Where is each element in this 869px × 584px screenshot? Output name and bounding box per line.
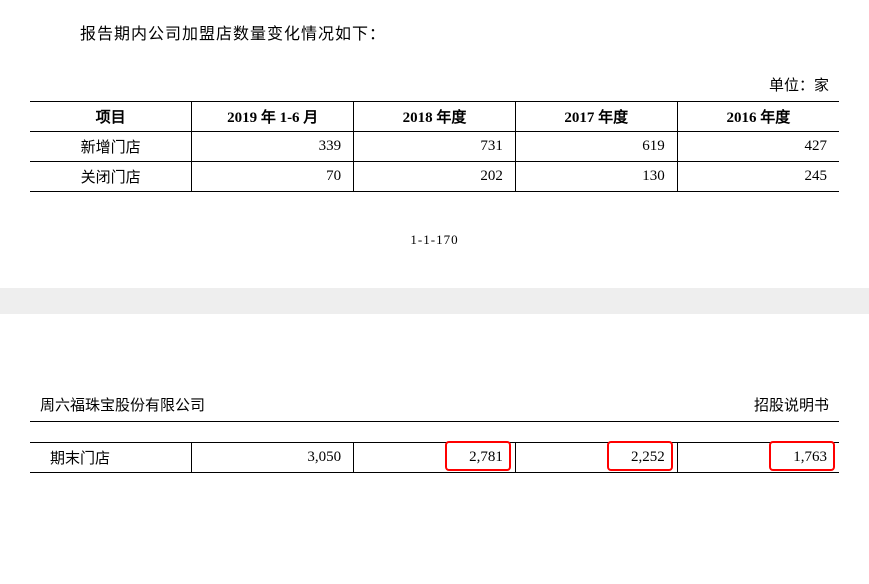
row-label: 关闭门店 <box>30 162 192 192</box>
cell-value: 1,763 <box>677 443 839 473</box>
doc-header: 周六福珠宝股份有限公司 招股说明书 <box>30 394 839 422</box>
table-row: 关闭门店70202130245 <box>30 162 839 192</box>
col-header-period: 2018 年度 <box>354 102 516 132</box>
highlight-box <box>607 441 673 471</box>
cell-value: 3,050 <box>192 443 354 473</box>
cell-value: 731 <box>354 132 516 162</box>
company-name: 周六福珠宝股份有限公司 <box>40 394 205 415</box>
row-label: 期末门店 <box>30 443 192 473</box>
cell-value: 427 <box>677 132 839 162</box>
intro-text: 报告期内公司加盟店数量变化情况如下： <box>80 20 839 44</box>
col-header-period: 2019 年 1-6 月 <box>192 102 354 132</box>
highlight-box <box>769 441 835 471</box>
cell-value: 202 <box>354 162 516 192</box>
cell-value: 245 <box>677 162 839 192</box>
page-number: 1-1-170 <box>30 232 839 248</box>
table-row: 新增门店339731619427 <box>30 132 839 162</box>
col-header-period: 2017 年度 <box>515 102 677 132</box>
col-header-item: 项目 <box>30 102 192 132</box>
period-end-stores-table: 期末门店3,0502,7812,2521,763 <box>30 442 839 473</box>
col-header-period: 2016 年度 <box>677 102 839 132</box>
cell-value: 2,252 <box>515 443 677 473</box>
unit-label: 单位：家 <box>30 74 829 95</box>
cell-value: 130 <box>515 162 677 192</box>
store-change-table: 项目2019 年 1-6 月2018 年度2017 年度2016 年度 新增门店… <box>30 101 839 192</box>
cell-value: 2,781 <box>354 443 516 473</box>
cell-value: 619 <box>515 132 677 162</box>
page-separator <box>0 288 869 314</box>
cell-value: 70 <box>192 162 354 192</box>
row-label: 新增门店 <box>30 132 192 162</box>
highlight-box <box>445 441 511 471</box>
cell-value: 339 <box>192 132 354 162</box>
doc-type: 招股说明书 <box>754 394 829 415</box>
